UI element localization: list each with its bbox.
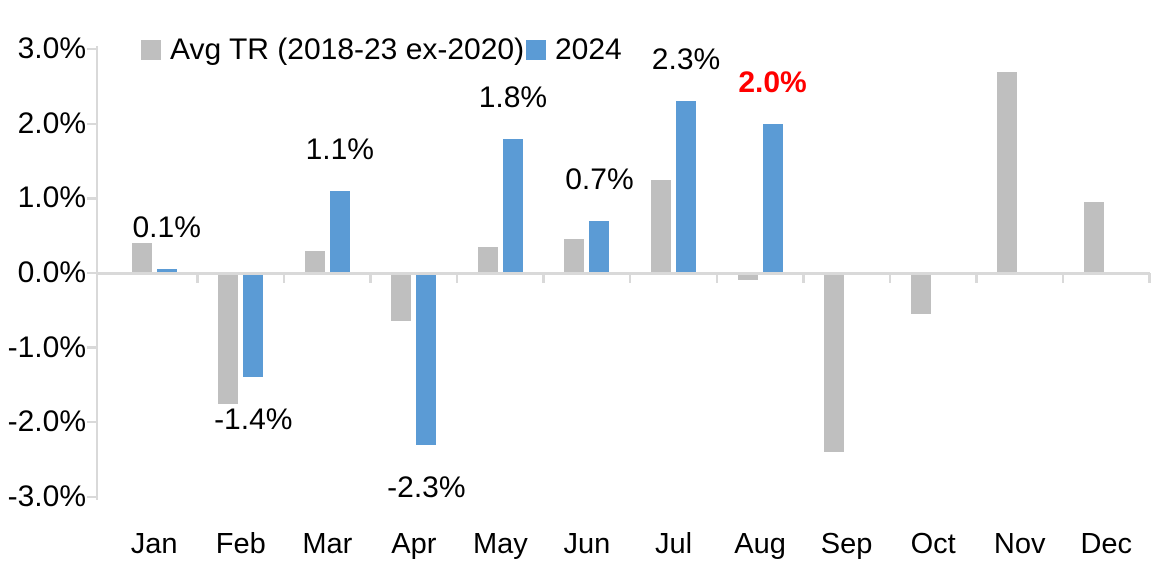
bar-2024-may xyxy=(502,138,523,273)
y-axis-tick xyxy=(87,271,96,275)
y-axis-tick xyxy=(87,346,96,349)
legend-swatch-2024 xyxy=(526,40,546,60)
y-axis-label: 2.0% xyxy=(17,106,86,140)
bar-2024-jul xyxy=(676,101,696,273)
x-axis-label-jul: Jul xyxy=(654,528,693,560)
x-axis-label-jun: Jun xyxy=(563,528,611,560)
y-axis-label: 0.0% xyxy=(17,256,86,289)
bar-avg-tr-feb xyxy=(218,273,239,404)
data-label-2024-apr: -2.3% xyxy=(387,470,466,504)
bar-2024-mar xyxy=(329,190,350,273)
bar-avg-tr-jul xyxy=(651,179,671,273)
y-axis-label: -2.0% xyxy=(7,405,86,439)
data-label-2024-jul: 2.3% xyxy=(651,43,721,77)
y-axis-label: -3.0% xyxy=(7,479,86,513)
data-label-2024-aug: 2.0% xyxy=(738,65,807,99)
data-label-2024-may: 1.8% xyxy=(478,80,548,114)
data-label-2024-mar: 1.1% xyxy=(305,132,374,166)
legend-label-2024: 2024 xyxy=(555,33,622,66)
x-axis-tick xyxy=(1148,273,1151,283)
bar-avg-tr-jan xyxy=(131,243,152,273)
x-axis-label-mar: Mar xyxy=(302,528,353,560)
x-axis-tick xyxy=(802,273,805,283)
data-label-2024-jan: 0.1% xyxy=(132,211,201,245)
legend-swatch-avg-tr xyxy=(141,40,161,60)
legend: Avg TR (2018-23 ex-2020) 2024 xyxy=(0,33,1152,67)
x-axis-label-aug: Aug xyxy=(734,528,786,560)
x-axis-label-jan: Jan xyxy=(130,528,178,560)
x-axis-tick xyxy=(196,273,199,283)
x-axis-tick xyxy=(282,273,286,283)
legend-item-2024: 2024 xyxy=(526,33,622,67)
x-axis-tick xyxy=(628,273,632,283)
bar-2024-feb xyxy=(243,273,264,378)
x-axis-label-sep: Sep xyxy=(820,528,873,560)
bar-avg-tr-may xyxy=(477,246,498,273)
bar-avg-tr-nov xyxy=(997,71,1018,273)
bar-avg-tr-aug xyxy=(737,273,758,281)
y-axis-tick xyxy=(87,197,96,200)
x-axis-tick xyxy=(369,273,372,283)
x-axis-tick xyxy=(888,273,892,283)
y-axis-label: -1.0% xyxy=(7,330,86,364)
data-label-2024-feb: -1.4% xyxy=(214,403,293,437)
legend-label-avg-tr: Avg TR (2018-23 ex-2020) xyxy=(170,33,525,66)
x-axis-tick xyxy=(975,273,978,283)
bar-2024-jan xyxy=(156,269,177,273)
bar-avg-tr-apr xyxy=(391,273,412,322)
x-axis-line xyxy=(96,271,1150,275)
bar-2024-apr xyxy=(416,273,437,445)
bar-avg-tr-mar xyxy=(304,250,325,273)
x-axis-tick xyxy=(542,273,545,283)
bar-avg-tr-jun xyxy=(564,239,585,273)
x-axis-tick xyxy=(715,273,719,283)
x-axis-label-may: May xyxy=(472,528,528,560)
y-axis-tick xyxy=(87,420,96,424)
bar-2024-jun xyxy=(589,220,610,273)
x-axis-tick xyxy=(455,273,459,283)
x-axis-label-dec: Dec xyxy=(1080,528,1133,560)
x-axis-label-oct: Oct xyxy=(910,528,956,560)
x-axis-label-feb: Feb xyxy=(215,528,266,560)
y-axis-label: 1.0% xyxy=(17,181,86,215)
y-axis-tick xyxy=(87,495,96,499)
x-axis-label-apr: Apr xyxy=(391,528,437,560)
bar-avg-tr-oct xyxy=(910,273,931,315)
y-axis-tick xyxy=(87,47,96,51)
bar-2024-aug xyxy=(762,123,783,273)
y-axis-tick xyxy=(87,122,96,126)
x-axis-label-nov: Nov xyxy=(993,528,1046,560)
y-axis-label: 3.0% xyxy=(17,32,86,66)
x-axis-tick xyxy=(1061,273,1065,283)
legend-item-avg-tr: Avg TR (2018-23 ex-2020) xyxy=(141,33,524,67)
bar-avg-tr-sep xyxy=(824,273,845,453)
bar-avg-tr-dec xyxy=(1083,202,1104,273)
data-label-2024-jun: 0.7% xyxy=(565,162,634,196)
